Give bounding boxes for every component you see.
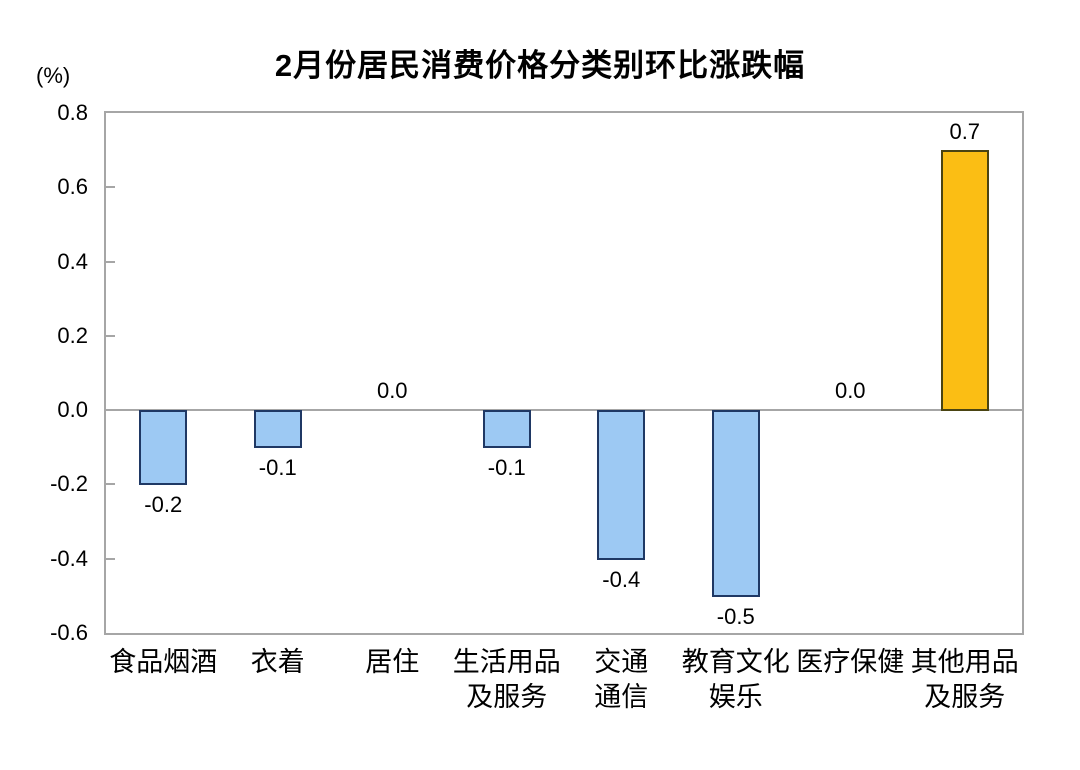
value-label: 0.7 <box>949 119 981 145</box>
y-tick-mark <box>106 260 115 263</box>
category-label-line: 及服务 <box>466 682 548 712</box>
plot-area: -0.2 -0.1 0.0 -0.1 -0.4 -0.5 0.0 0.7 <box>104 111 1024 635</box>
category-label: 居住 <box>317 645 467 680</box>
bar-生活用品及服务 <box>482 410 531 449</box>
category-label: 其他用品 及服务 <box>890 645 1040 715</box>
category-label-line: 衣着 <box>250 647 305 677</box>
category-label-line: 教育文化 <box>681 647 790 677</box>
category-label-line: 医疗保健 <box>796 647 905 677</box>
category-label: 衣着 <box>203 645 353 680</box>
y-tick-label: -0.6 <box>50 620 88 645</box>
y-tick-label: -0.4 <box>50 545 88 571</box>
category-label: 食品烟酒 <box>88 645 238 680</box>
value-label: -0.5 <box>716 603 755 629</box>
bar-交通通信 <box>597 410 646 560</box>
category-label-line: 通信 <box>594 682 649 712</box>
y-tick-label: 0.6 <box>57 174 88 200</box>
category-label-line: 食品烟酒 <box>109 647 218 677</box>
category-label-line: 及服务 <box>924 682 1006 712</box>
bar-其他用品及服务 <box>940 150 989 412</box>
y-tick-label: 0.0 <box>57 397 88 423</box>
y-tick-mark <box>106 483 115 486</box>
category-label-line: 其他用品 <box>910 647 1019 677</box>
value-label: 0.0 <box>834 378 866 404</box>
category-label: 医疗保健 <box>775 645 925 680</box>
y-tick-label: -0.2 <box>50 471 88 497</box>
y-tick-label: 0.4 <box>57 248 88 274</box>
chart-title: 2月份居民消费价格分类别环比涨跌幅 <box>274 48 806 83</box>
value-label: -0.2 <box>144 492 183 518</box>
value-label: -0.4 <box>602 566 641 592</box>
value-label: 0.0 <box>376 378 408 404</box>
category-label: 教育文化 娱乐 <box>661 645 811 715</box>
bar-食品烟酒 <box>139 410 188 486</box>
y-tick-mark <box>106 334 115 337</box>
category-label: 交通 通信 <box>546 645 696 715</box>
category-label-line: 娱乐 <box>708 682 763 712</box>
y-axis-unit-label: (%) <box>36 63 71 88</box>
value-label: -0.1 <box>487 455 526 481</box>
bar-教育文化娱乐 <box>711 410 760 597</box>
category-label-line: 居住 <box>365 647 420 677</box>
bar-衣着 <box>253 410 302 449</box>
y-tick-label: 0.2 <box>57 322 88 348</box>
value-label: -0.1 <box>258 455 297 481</box>
category-label-line: 交通 <box>594 647 649 677</box>
y-tick-label: 0.8 <box>57 100 88 125</box>
y-tick-mark <box>106 186 115 189</box>
category-label: 生活用品 及服务 <box>432 645 582 715</box>
y-tick-mark <box>106 557 115 560</box>
category-label-line: 生活用品 <box>452 647 561 677</box>
x-axis-zero-line <box>106 409 1022 412</box>
